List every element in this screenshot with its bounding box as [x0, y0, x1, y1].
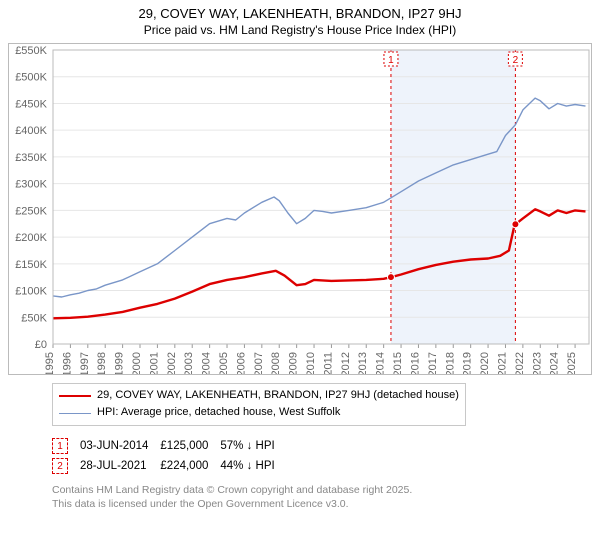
svg-text:2010: 2010: [305, 352, 317, 374]
svg-text:1: 1: [388, 55, 394, 66]
svg-text:£300K: £300K: [15, 179, 47, 191]
svg-text:2006: 2006: [235, 352, 247, 374]
svg-text:2017: 2017: [427, 352, 439, 374]
footer-line2: This data is licensed under the Open Gov…: [52, 498, 592, 512]
sale-delta-1: 57% ↓ HPI: [220, 436, 286, 456]
footer-line1: Contains HM Land Registry data © Crown c…: [52, 484, 592, 498]
svg-text:2009: 2009: [288, 352, 300, 374]
legend-row-property: 29, COVEY WAY, LAKENHEATH, BRANDON, IP27…: [59, 387, 459, 405]
marker-badge-1: 1: [52, 438, 68, 454]
svg-text:2012: 2012: [340, 352, 352, 374]
svg-text:1997: 1997: [79, 352, 91, 374]
legend-label-property: 29, COVEY WAY, LAKENHEATH, BRANDON, IP27…: [97, 387, 459, 405]
legend-swatch-blue: [59, 413, 91, 414]
sale-price-1: £125,000: [160, 436, 220, 456]
marker-badge-2: 2: [52, 458, 68, 474]
footer-attribution: Contains HM Land Registry data © Crown c…: [52, 484, 592, 511]
svg-text:2014: 2014: [375, 352, 387, 374]
svg-text:1999: 1999: [114, 352, 126, 374]
svg-text:£400K: £400K: [15, 125, 47, 137]
svg-text:£100K: £100K: [15, 285, 47, 297]
svg-text:2011: 2011: [322, 352, 334, 374]
legend-swatch-red: [59, 395, 91, 397]
svg-text:2022: 2022: [514, 352, 526, 374]
svg-text:2005: 2005: [218, 352, 230, 374]
sales-table: 1 03-JUN-2014 £125,000 57% ↓ HPI 2 28-JU…: [52, 436, 287, 476]
svg-text:2004: 2004: [201, 352, 213, 374]
sale-date-1: 03-JUN-2014: [80, 436, 160, 456]
svg-text:2018: 2018: [444, 352, 456, 374]
svg-text:£250K: £250K: [15, 205, 47, 217]
svg-text:2021: 2021: [496, 352, 508, 374]
svg-text:2003: 2003: [183, 352, 195, 374]
chart-title-line2: Price paid vs. HM Land Registry's House …: [8, 23, 592, 37]
svg-text:£0: £0: [35, 339, 47, 351]
table-row: 2 28-JUL-2021 £224,000 44% ↓ HPI: [52, 456, 287, 476]
svg-text:£150K: £150K: [15, 259, 47, 271]
legend-label-hpi: HPI: Average price, detached house, West…: [97, 404, 340, 422]
svg-text:2013: 2013: [357, 352, 369, 374]
svg-text:2024: 2024: [549, 352, 561, 374]
svg-text:£350K: £350K: [15, 152, 47, 164]
svg-text:2007: 2007: [253, 352, 265, 374]
svg-text:1996: 1996: [61, 352, 73, 374]
legend-row-hpi: HPI: Average price, detached house, West…: [59, 404, 459, 422]
svg-text:2000: 2000: [131, 352, 143, 374]
table-row: 1 03-JUN-2014 £125,000 57% ↓ HPI: [52, 436, 287, 456]
svg-text:2023: 2023: [531, 352, 543, 374]
svg-text:2015: 2015: [392, 352, 404, 374]
svg-text:£550K: £550K: [15, 45, 47, 57]
legend-box: 29, COVEY WAY, LAKENHEATH, BRANDON, IP27…: [52, 383, 466, 426]
svg-text:2: 2: [513, 55, 519, 66]
svg-text:2020: 2020: [479, 352, 491, 374]
svg-text:2002: 2002: [166, 352, 178, 374]
svg-text:£500K: £500K: [15, 72, 47, 84]
sale-date-2: 28-JUL-2021: [80, 456, 160, 476]
svg-text:2008: 2008: [270, 352, 282, 374]
svg-text:1998: 1998: [96, 352, 108, 374]
svg-text:£200K: £200K: [15, 232, 47, 244]
chart-area: £0 £50K £100K £150K £200K £250K £300K £350K £400…: [8, 43, 592, 375]
svg-text:2019: 2019: [462, 352, 474, 374]
svg-text:1995: 1995: [44, 352, 56, 374]
chart-svg: £0 £50K £100K £150K £200K £250K £300K £350K £400…: [9, 44, 593, 374]
sale-price-2: £224,000: [160, 456, 220, 476]
svg-text:2001: 2001: [148, 352, 160, 374]
svg-text:£450K: £450K: [15, 98, 47, 110]
svg-text:2016: 2016: [409, 352, 421, 374]
svg-text:£50K: £50K: [21, 312, 47, 324]
svg-text:2025: 2025: [566, 352, 578, 374]
chart-title-line1: 29, COVEY WAY, LAKENHEATH, BRANDON, IP27…: [8, 6, 592, 23]
sale-delta-2: 44% ↓ HPI: [220, 456, 286, 476]
